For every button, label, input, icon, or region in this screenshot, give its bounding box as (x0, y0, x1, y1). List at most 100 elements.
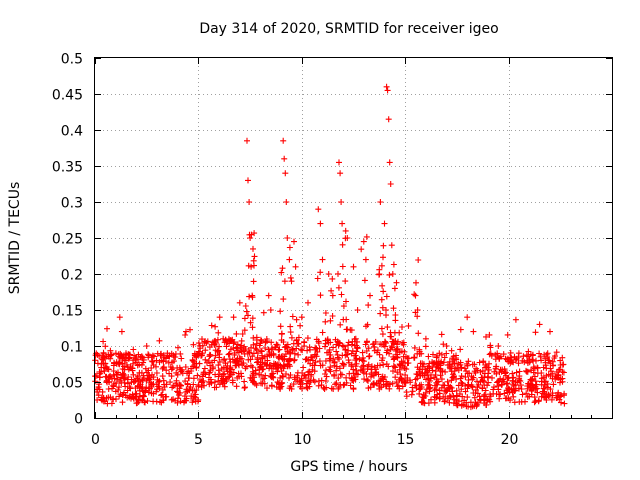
data-point (214, 348, 221, 355)
data-point (353, 360, 360, 367)
data-point (286, 256, 293, 263)
data-point (113, 380, 120, 387)
data-point (261, 375, 268, 382)
data-point (504, 380, 511, 387)
data-point (287, 274, 294, 281)
data-point (199, 336, 205, 343)
data-point (470, 328, 477, 335)
data-point (518, 386, 525, 392)
data-point (417, 385, 424, 392)
data-point (387, 329, 394, 336)
data-point (92, 357, 99, 364)
data-point (376, 271, 383, 278)
data-point (378, 325, 385, 332)
data-point (553, 349, 560, 356)
data-point (441, 398, 448, 405)
data-point (187, 326, 193, 333)
data-point (277, 323, 284, 330)
data-point (523, 352, 530, 359)
data-point (373, 369, 380, 375)
data-point (531, 394, 538, 401)
data-point (130, 371, 137, 378)
data-point (517, 382, 524, 389)
data-point (340, 382, 347, 389)
data-point (249, 324, 256, 331)
data-point (175, 344, 181, 351)
data-point (216, 358, 223, 365)
data-point (482, 387, 489, 394)
data-point (159, 386, 166, 393)
data-point (211, 357, 218, 364)
data-point (349, 377, 356, 384)
data-point (198, 384, 205, 391)
data-point (359, 363, 366, 370)
data-point (258, 338, 265, 344)
data-point (178, 368, 185, 375)
data-point (361, 277, 368, 284)
data-point (295, 351, 302, 358)
data-point (170, 396, 177, 403)
data-point (211, 379, 218, 385)
data-point (250, 341, 257, 348)
data-point (278, 269, 285, 276)
data-point (466, 370, 473, 377)
data-point (209, 365, 216, 372)
data-point (290, 347, 296, 354)
data-point (270, 350, 277, 357)
data-point (457, 375, 464, 382)
data-point (463, 360, 470, 367)
data-point (242, 303, 249, 309)
data-point (400, 353, 407, 360)
data-point (322, 340, 329, 347)
data-point (94, 386, 101, 393)
data-point (495, 343, 502, 349)
data-point (534, 389, 541, 396)
data-point (189, 399, 196, 406)
data-point (525, 380, 532, 387)
data-point (200, 377, 207, 384)
data-point (433, 363, 440, 370)
data-point (183, 386, 190, 393)
data-point (327, 339, 334, 346)
data-point (375, 380, 381, 387)
data-point (120, 370, 127, 377)
data-point (425, 375, 432, 382)
data-point (340, 303, 347, 310)
data-point (347, 382, 354, 389)
data-point (118, 328, 125, 335)
data-point (413, 279, 419, 286)
data-point (498, 381, 505, 388)
data-point (532, 378, 539, 385)
data-point (459, 393, 466, 400)
data-point (307, 354, 314, 361)
data-point (486, 331, 493, 338)
data-point (376, 377, 383, 384)
data-point (284, 348, 291, 355)
data-point (378, 262, 385, 269)
data-point (340, 316, 347, 323)
data-point (99, 394, 106, 401)
data-point (132, 377, 139, 384)
data-point (557, 379, 563, 386)
data-point (426, 388, 433, 395)
data-point (484, 382, 491, 389)
data-point (400, 359, 407, 366)
data-point (287, 329, 294, 336)
data-point (202, 347, 209, 354)
data-point (241, 315, 248, 322)
data-point (382, 338, 389, 345)
data-point (126, 384, 133, 391)
x-tick-label: 5 (194, 432, 203, 448)
data-point (110, 382, 117, 389)
data-point (390, 305, 397, 312)
data-point (100, 338, 107, 345)
data-point (282, 170, 289, 177)
data-point (219, 379, 226, 386)
data-point (126, 351, 133, 358)
data-point (457, 326, 464, 333)
data-point (215, 329, 222, 336)
data-point (258, 347, 264, 354)
data-point (281, 355, 288, 362)
data-point (354, 371, 361, 378)
data-point (519, 357, 526, 364)
